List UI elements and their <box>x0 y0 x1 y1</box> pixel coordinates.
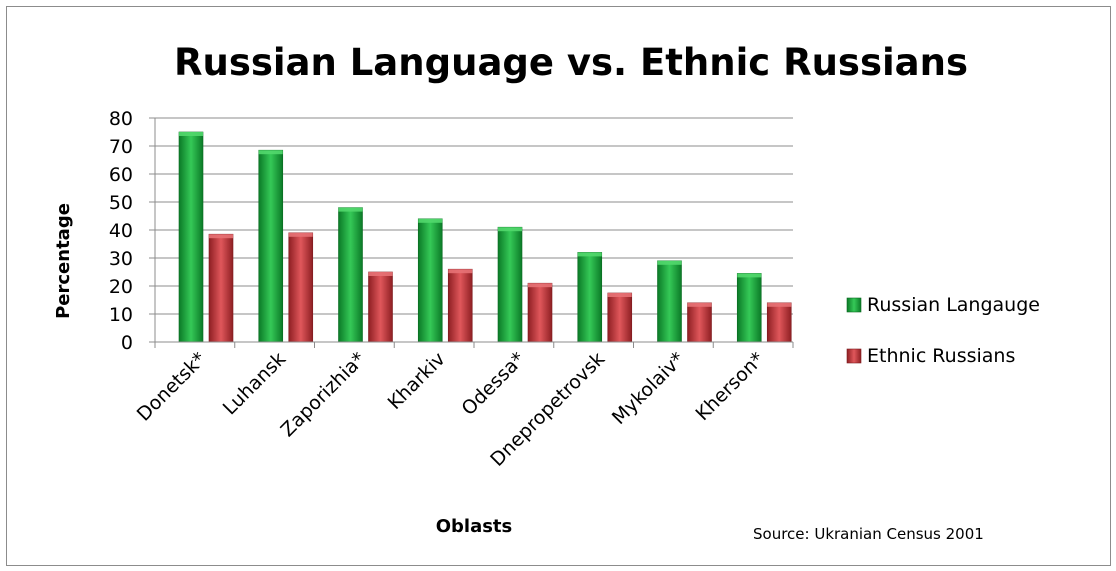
bar-cap <box>288 232 313 237</box>
y-tick-label: 40 <box>109 220 133 242</box>
bar-cap <box>687 302 712 307</box>
bar-russian-language <box>338 207 363 343</box>
x-axis-title: Oblasts <box>436 516 513 537</box>
legend: Russian Langauge Ethnic Russians <box>846 294 1040 367</box>
bar-russian-language <box>577 252 603 343</box>
bar-cap <box>657 260 682 265</box>
x-category-label: Zaporizhia* <box>277 348 370 441</box>
bar-cap <box>607 293 632 297</box>
bar-cap <box>209 234 233 239</box>
source-note: Source: Ukranian Census 2001 <box>753 525 984 543</box>
bars <box>178 131 792 343</box>
bar-cap <box>577 252 602 257</box>
legend-swatch <box>846 348 862 364</box>
bar-ethnic-russians <box>687 302 712 343</box>
bar-russian-language <box>657 260 682 343</box>
bar-russian-language <box>417 218 443 343</box>
y-tick-label: 50 <box>109 192 133 214</box>
y-tick-label: 70 <box>109 136 133 158</box>
bar-ethnic-russians <box>607 292 633 343</box>
chart-frame: Russian Language vs. Ethnic Russians 0 10… <box>6 6 1111 566</box>
y-tick-label: 60 <box>109 164 133 186</box>
y-tick-label: 0 <box>121 332 133 354</box>
y-axis-title: Percentage <box>53 203 74 319</box>
x-category-label: Donetsk* <box>133 348 211 426</box>
y-tick-label: 80 <box>109 108 133 130</box>
bar-ethnic-russians <box>447 268 473 343</box>
legend-swatch <box>846 297 862 313</box>
bar-ethnic-russians <box>368 271 393 343</box>
bar-russian-language <box>178 131 204 343</box>
legend-label: Russian Langauge <box>867 294 1040 316</box>
bar-cap <box>338 207 363 212</box>
bar-ethnic-russians <box>527 282 553 343</box>
bar-cap <box>737 273 762 278</box>
y-tick-label: 20 <box>109 276 133 298</box>
bar-russian-language <box>497 226 523 343</box>
x-category-label: Odessa* <box>458 348 530 420</box>
x-category-label: Luhansk <box>219 348 290 419</box>
bar-cap <box>498 227 522 232</box>
bar-russian-language <box>736 273 762 343</box>
bar-ethnic-russians <box>288 232 314 343</box>
legend-label: Ethnic Russians <box>867 345 1015 367</box>
x-category-label: Kharkiv <box>384 348 450 414</box>
bar-cap <box>179 132 203 136</box>
bar-russian-language <box>258 149 284 343</box>
x-category-label: Mykolaiv* <box>608 348 689 429</box>
bar-cap <box>418 218 443 223</box>
grid-lines <box>155 117 793 315</box>
bar-ethnic-russians <box>208 233 234 343</box>
chart-svg: Russian Language vs. Ethnic Russians 0 10… <box>53 41 1040 543</box>
y-tick-label: 30 <box>109 248 133 270</box>
chart-title: Russian Language vs. Ethnic Russians <box>174 41 968 84</box>
bar-cap <box>258 150 283 155</box>
bar-cap <box>368 272 393 276</box>
bar-ethnic-russians <box>766 302 792 343</box>
y-tick-label: 10 <box>109 304 133 326</box>
bar-cap <box>448 269 473 274</box>
bar-cap <box>528 283 552 288</box>
bar-cap <box>767 302 792 307</box>
x-category-label: Kherson* <box>692 348 769 425</box>
